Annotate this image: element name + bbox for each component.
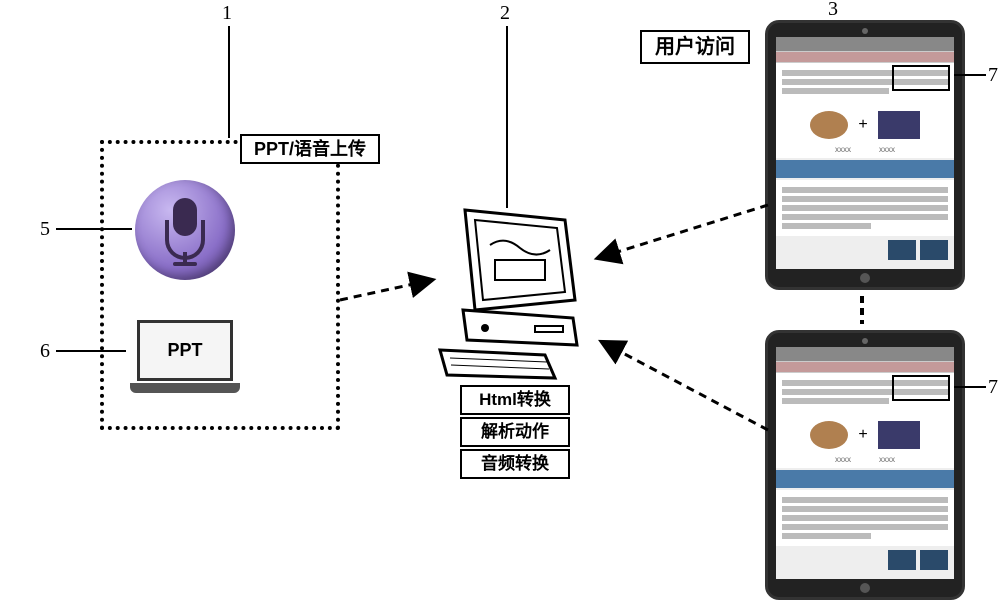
callout-3: 3 [828,0,838,21]
process-audio: 音频转换 [460,449,570,479]
tablet-bottom-highlight [892,375,950,401]
callout-5: 5 [40,218,50,241]
laptop-screen-text: PPT [167,340,202,361]
callout-6: 6 [40,340,50,363]
upload-label: PPT/语音上传 [240,134,380,164]
laptop-ppt-icon: PPT [130,320,240,393]
callout-7a: 7 [988,64,998,87]
callout-7b: 7 [988,376,998,399]
callout-2: 2 [500,2,510,25]
callout-1: 1 [222,2,232,25]
tablet-top-highlight [892,65,950,91]
tablet-bottom: + xxxxxxxx [765,330,965,600]
tablet-top: + xxxxxxxx [765,20,965,290]
user-access-label: 用户访问 [640,30,750,64]
microphone-icon [135,180,235,280]
process-parse: 解析动作 [460,417,570,447]
process-html: Html转换 [460,385,570,415]
server-computer-icon [435,200,595,380]
